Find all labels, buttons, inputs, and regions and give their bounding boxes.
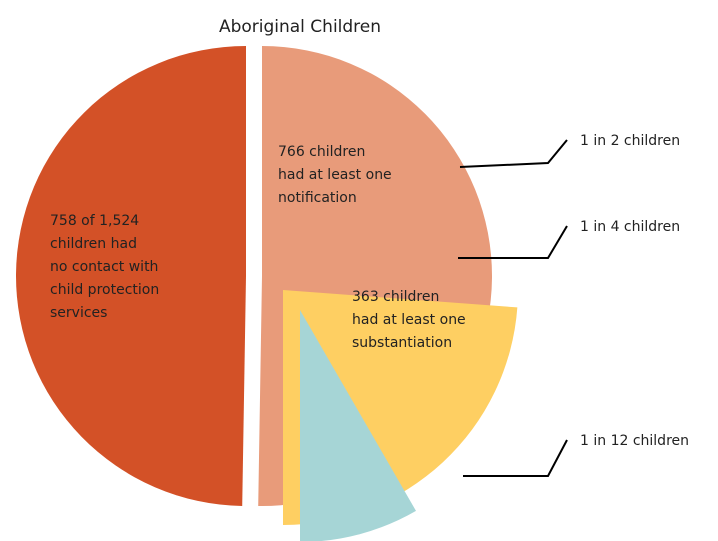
segment-label: 766 children xyxy=(278,144,365,160)
segment-label: 758 of 1,524 xyxy=(50,213,139,229)
pie-segment xyxy=(300,310,416,541)
callout-line xyxy=(458,225,568,259)
callout-label: 1 in 12 children xyxy=(580,433,689,449)
pie-segment xyxy=(16,46,247,506)
callout-line xyxy=(459,139,568,168)
segment-label: 363 children xyxy=(352,289,439,305)
chart-title: Aboriginal Children xyxy=(219,17,381,37)
segment-label: had at least one xyxy=(278,167,392,183)
segment-label: child protection xyxy=(50,282,159,298)
segment-label: children had xyxy=(50,236,137,252)
segment-label: notification xyxy=(278,190,357,206)
segment-label: substantiation xyxy=(352,335,452,351)
segment-label: no contact with xyxy=(50,259,158,275)
segment-label: had at least one xyxy=(352,312,466,328)
callout-label: 1 in 2 children xyxy=(580,133,680,149)
callout-line xyxy=(463,439,568,477)
segment-label: services xyxy=(50,305,107,321)
callout-label: 1 in 4 children xyxy=(580,219,680,235)
